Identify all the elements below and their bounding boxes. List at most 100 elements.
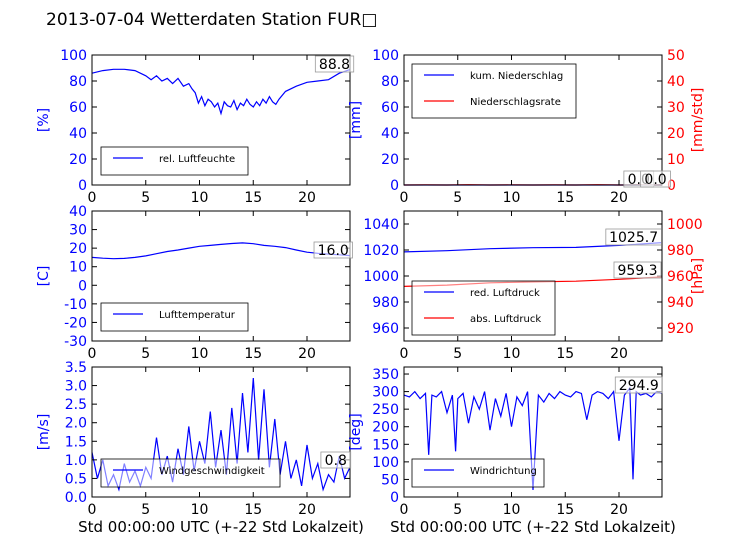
series-line-6-1 — [403, 386, 663, 491]
x-tick-label: 10 — [503, 346, 521, 362]
y2-tick-label: 10 — [667, 152, 685, 168]
x-axis-label: Std 00:00:00 UTC (+-22 Std Lokalzeit) — [390, 518, 676, 536]
legend-box — [100, 458, 281, 488]
y-tick-label: 0.5 — [65, 471, 87, 487]
x-tick-label: 10 — [191, 502, 209, 518]
y-tick-label: -10 — [64, 297, 87, 313]
y-tick-label: -30 — [64, 334, 87, 350]
value-annotation: 88.8 — [319, 57, 350, 73]
x-tick-label: 5 — [141, 346, 150, 362]
x-tick-label: 15 — [556, 190, 574, 206]
x-tick-label: 15 — [556, 346, 574, 362]
y2-tick-label: 980 — [667, 243, 694, 259]
x-tick-label: 5 — [141, 190, 150, 206]
y-tick-label: 1020 — [363, 243, 399, 259]
legend-label: Lufttemperatur — [159, 310, 236, 321]
y-tick-label: 0 — [78, 178, 87, 194]
value-annotation: 16.0 — [318, 243, 349, 259]
legend-label: abs. Luftdruck — [470, 314, 541, 325]
value-annotation: 0.8 — [325, 453, 347, 469]
plot-frame-1 — [91, 54, 351, 186]
y-tick-label: 0.0 — [65, 490, 87, 506]
y2-axis-label: [hPa] — [690, 258, 706, 294]
x-tick-label: 5 — [453, 190, 462, 206]
value-annotation-box — [320, 451, 352, 469]
y-tick-label: 20 — [381, 152, 399, 168]
y-axis-label: [m/s] — [36, 414, 52, 451]
y2-tick-label: 50 — [667, 48, 685, 64]
x-tick-label: 5 — [453, 346, 462, 362]
legend-label: Windgeschwindigkeit — [159, 466, 265, 477]
value-annotation: 294.9 — [619, 378, 659, 394]
plot-frame-2 — [403, 54, 663, 186]
legend-box — [100, 146, 249, 176]
x-tick-label: 20 — [610, 190, 628, 206]
x-tick-label: 20 — [610, 346, 628, 362]
legend-label: kum. Niederschlag — [470, 71, 563, 82]
y-axis-label: [deg] — [348, 413, 364, 450]
y-axis-label: [C] — [36, 266, 52, 287]
y-tick-label: 960 — [372, 321, 399, 337]
legend-box — [411, 63, 577, 119]
x-tick-label: 5 — [453, 502, 462, 518]
x-tick-label: 0 — [88, 190, 97, 206]
y2-axis-label: [mm/std] — [690, 88, 706, 153]
x-tick-label: 10 — [191, 190, 209, 206]
legend-label: rel. Luftfeuchte — [159, 154, 235, 165]
legend-label: Niederschlagsrate — [470, 97, 561, 108]
y-tick-label: 1.5 — [65, 434, 87, 450]
y-tick-label: 20 — [69, 152, 87, 168]
y-tick-label: 2.0 — [65, 416, 87, 432]
value-annotation: 1025.7 — [609, 230, 658, 246]
y2-tick-label: 0 — [667, 178, 676, 194]
y-tick-label: 1040 — [363, 217, 399, 233]
y-tick-label: 200 — [372, 420, 399, 436]
x-tick-label: 0 — [400, 190, 409, 206]
y-tick-label: 100 — [60, 48, 87, 64]
legend-box — [411, 280, 556, 336]
y-tick-label: 250 — [372, 402, 399, 418]
y-axis-label: [mm] — [348, 101, 364, 139]
x-tick-label: 5 — [141, 502, 150, 518]
y-tick-label: 40 — [69, 204, 87, 220]
value-annotation-box — [614, 376, 663, 394]
x-tick-label: 10 — [503, 502, 521, 518]
figure-title: 2013-07-04 Wetterdaten Station FUR□ — [46, 10, 378, 30]
y-tick-label: 80 — [381, 74, 399, 90]
y-tick-label: 0 — [390, 490, 399, 506]
y2-tick-label: 20 — [667, 126, 685, 142]
y2-tick-label: 30 — [667, 100, 685, 116]
legend-label: Windrichtung — [470, 466, 537, 477]
y-tick-label: -20 — [64, 315, 87, 331]
y-tick-label: 3.0 — [65, 379, 87, 395]
x-tick-label: 0 — [88, 502, 97, 518]
y-tick-label: 40 — [381, 126, 399, 142]
y-tick-label: 0 — [78, 278, 87, 294]
y-tick-label: 2.5 — [65, 397, 87, 413]
y-tick-label: 150 — [372, 437, 399, 453]
y-tick-label: 60 — [69, 100, 87, 116]
y-axis-label: [%] — [36, 108, 52, 132]
value-annotation-box — [640, 170, 671, 188]
x-tick-label: 20 — [298, 502, 316, 518]
series-line-1-1 — [91, 68, 351, 116]
value-annotation-box — [314, 55, 355, 73]
y-tick-label: 1.0 — [65, 453, 87, 469]
x-tick-label: 10 — [503, 190, 521, 206]
legend-box — [100, 302, 249, 332]
value-annotation-box — [313, 241, 353, 259]
y2-tick-label: 40 — [667, 74, 685, 90]
y-tick-label: 300 — [372, 385, 399, 401]
x-tick-label: 0 — [400, 502, 409, 518]
x-tick-label: 20 — [298, 346, 316, 362]
y2-tick-label: 920 — [667, 321, 694, 337]
series-line-3-1 — [91, 242, 351, 260]
x-tick-label: 0 — [400, 346, 409, 362]
y-tick-label: 50 — [381, 472, 399, 488]
y-tick-label: 350 — [372, 367, 399, 383]
y-tick-label: 0 — [390, 178, 399, 194]
value-annotation: 0.0 — [644, 172, 666, 188]
legend-box — [411, 458, 545, 488]
plot-frame-3 — [91, 210, 351, 342]
x-axis-label: Std 00:00:00 UTC (+-22 Std Lokalzeit) — [78, 518, 364, 536]
